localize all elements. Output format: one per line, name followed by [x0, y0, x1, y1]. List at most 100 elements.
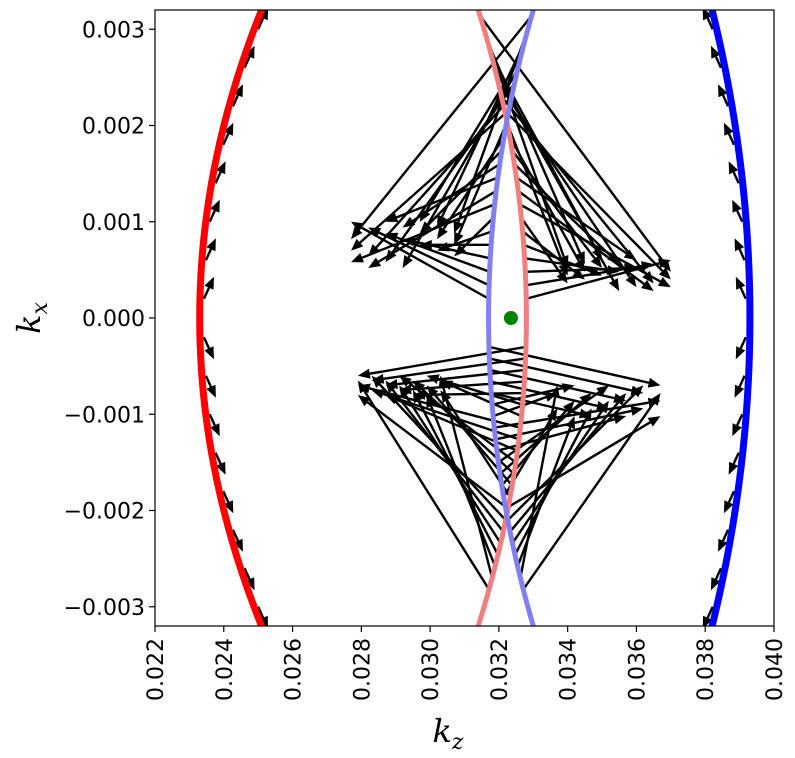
arrow-shaft [208, 210, 216, 223]
x-ticks: 0.022 0.024 0.026 0.028 0.030 0.032 0.034 0.036… [144, 626, 788, 701]
arrow-head [438, 375, 449, 389]
arrow-shaft [375, 95, 513, 249]
arrow-head [723, 500, 734, 514]
arrow-head [385, 212, 399, 223]
arrow-shaft [441, 42, 526, 218]
arrow-head [357, 368, 371, 379]
arrow-head [579, 393, 592, 405]
arrow-shaft [457, 28, 529, 223]
arrow-head [598, 400, 609, 414]
arrow-shaft [243, 56, 251, 69]
arrow-shaft [714, 56, 723, 69]
arrow-head [649, 393, 661, 406]
arrow-head [562, 400, 575, 414]
arrow-head [454, 244, 467, 257]
arrow-head [732, 199, 742, 213]
arrow-head [657, 277, 671, 288]
arrow-shaft [511, 410, 604, 544]
arrow-shaft [461, 217, 495, 249]
arrow-head [590, 255, 603, 268]
arrow-shaft [738, 248, 746, 261]
arrow-head [206, 238, 216, 252]
x-tick-label: 0.024 [213, 638, 238, 701]
arrow-head [558, 262, 568, 276]
arrow-head [732, 423, 742, 437]
arrow-shaft [222, 490, 230, 503]
arrow-head [385, 249, 397, 263]
y-axis-label-main: k [10, 315, 48, 334]
arrow-shaft [721, 529, 730, 542]
arrow-head [454, 231, 464, 245]
arrow-head [216, 161, 226, 175]
arrow-head [371, 389, 385, 399]
arrow-head [658, 267, 671, 280]
arrow-shaft [257, 17, 265, 30]
x-axis-label: kz [433, 712, 464, 755]
arrow-shaft [736, 413, 744, 426]
arrow-shaft [513, 418, 588, 556]
arrow-shaft [430, 405, 497, 567]
arrow-head [589, 266, 603, 276]
arrow-head [647, 416, 661, 427]
arrow-head [419, 208, 431, 222]
x-tick-label: 0.030 [419, 638, 444, 701]
arrow-head [351, 226, 363, 240]
arrow-shaft [357, 15, 533, 231]
arrow-shaft [488, 345, 650, 384]
arrow-head [556, 270, 568, 284]
arrow-head [210, 423, 220, 437]
arrow-shaft [505, 421, 651, 510]
arrow-head [574, 258, 585, 272]
arrow-head [614, 393, 627, 406]
arrow-head [223, 500, 234, 514]
arrow-head [609, 278, 620, 292]
arrow-head [631, 385, 644, 398]
arrow-head [204, 346, 214, 360]
arrow-shaft [522, 402, 655, 591]
x-axis-label-sub: z [451, 730, 464, 755]
arrow-shaft [208, 413, 216, 426]
arrow-head [647, 377, 661, 388]
arrow-shaft [506, 123, 565, 265]
arrow-shaft [706, 606, 714, 619]
arrow-shaft [204, 375, 213, 388]
arrow-shaft [519, 396, 557, 579]
arrow-shaft [214, 171, 222, 184]
arrow-head [718, 84, 728, 98]
x-tick-label: 0.022 [144, 638, 169, 701]
arrow-head [351, 253, 365, 263]
marker-layer [503, 311, 518, 325]
arrow-shaft [204, 248, 213, 261]
arrow-shaft [378, 231, 490, 287]
arrow-head [702, 615, 713, 626]
arrow-head [596, 385, 609, 397]
arrow-shaft [721, 94, 730, 107]
arrow-head [641, 279, 654, 292]
plot-background [155, 10, 774, 626]
arrow-head [572, 268, 585, 280]
arrow-shaft [202, 287, 211, 300]
arrow-head [204, 276, 214, 290]
series-curve [708, 10, 754, 626]
arrow-shaft [727, 490, 736, 503]
arrow-shaft [243, 567, 251, 580]
y-axis-label-sub: x [28, 302, 53, 315]
arrow-shaft [214, 452, 222, 465]
y-tick-label: 0.000 [82, 307, 145, 332]
arrow-shaft [489, 368, 615, 400]
arrow-head [734, 238, 745, 252]
x-tick-label: 0.038 [694, 638, 719, 701]
y-tick-label: 0.001 [82, 211, 145, 236]
arrow-shaft [503, 109, 664, 272]
arrow-head [659, 259, 671, 272]
arrow-shaft [257, 606, 265, 619]
arrow-head [723, 122, 734, 136]
arrow-shaft [732, 171, 740, 184]
arrow-head [728, 461, 739, 475]
arrow-head [561, 383, 575, 393]
arrow-head [702, 10, 713, 21]
arrow-shaft [727, 133, 736, 146]
arrow-shaft [442, 387, 494, 579]
arrow-shaft [359, 109, 510, 244]
